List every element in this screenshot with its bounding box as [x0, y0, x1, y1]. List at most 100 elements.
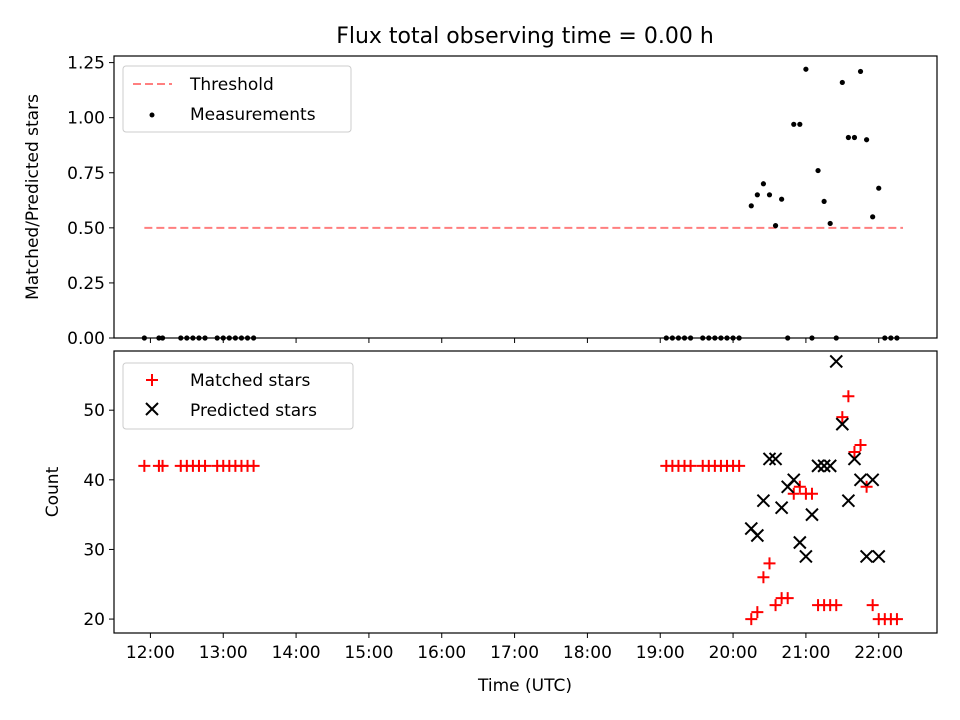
measurement-point — [857, 68, 864, 75]
count-y-tick-label: 50 — [83, 401, 105, 421]
predicted-star-point — [847, 452, 862, 466]
predicted-star-point — [750, 528, 765, 543]
predicted-star-point — [793, 535, 807, 550]
predicted-star-point — [841, 493, 856, 508]
measurement-point — [178, 335, 184, 341]
measurement-point — [214, 335, 220, 341]
ratio-y-axis-label: Matched/Predicted stars — [23, 94, 43, 300]
measurement-point — [184, 335, 190, 341]
x-tick-label: 16:00 — [417, 643, 466, 663]
matched-star-point — [830, 599, 843, 612]
matched-star-point — [751, 606, 764, 619]
measurement-point — [785, 335, 791, 341]
count-y-axis-label: Count — [43, 466, 63, 517]
measurement-point — [833, 335, 839, 341]
count-y-tick-label: 40 — [83, 471, 105, 491]
matched-star-point — [733, 459, 746, 472]
count-legend-box — [122, 362, 354, 430]
measurement-point — [888, 335, 894, 341]
measurement-point — [815, 167, 821, 174]
measurement-point — [760, 181, 767, 187]
matched-star-point — [866, 599, 879, 612]
ratio-legend-box — [122, 65, 352, 133]
ratio-legend: Threshold Measurements — [122, 65, 352, 133]
predicted-star-point — [829, 354, 843, 369]
measurement-point — [190, 335, 196, 341]
measurement-point — [791, 121, 797, 127]
ratio-y-tick-label: 1.00 — [67, 109, 105, 129]
matched-star-point — [138, 459, 151, 472]
x-tick-label: 21:00 — [781, 643, 830, 663]
ratio-panel: 0.00 0.25 0.50 0.75 1.00 1.25 — [67, 54, 938, 349]
ratio-y-tick-label: 0.50 — [67, 219, 105, 239]
matched-star-point — [836, 411, 849, 424]
x-tick-label: 22:00 — [854, 643, 903, 663]
legend-matched-label: Matched stars — [190, 371, 310, 391]
measurement-point — [772, 223, 779, 229]
count-axes-frame — [113, 350, 938, 634]
predicted-star-point — [859, 549, 874, 564]
predicted-star-point — [799, 549, 813, 564]
ratio-y-tick-label: 0.00 — [67, 329, 105, 349]
count-y-tick-label: 30 — [83, 540, 105, 560]
x-tick-label: 20:00 — [709, 643, 758, 663]
measurement-point — [766, 192, 773, 198]
matched-star-point — [684, 459, 697, 472]
legend-predicted-swatch — [145, 402, 159, 416]
measurement-point — [736, 335, 742, 341]
measurement-point — [196, 335, 202, 341]
measurement-point — [663, 335, 669, 341]
measurement-point — [748, 203, 754, 209]
measurement-point — [821, 198, 827, 205]
matched-star-point — [745, 613, 758, 626]
predicted-star-point — [835, 417, 850, 431]
x-tick-label: 12:00 — [126, 643, 175, 663]
predicted-star-point — [805, 507, 819, 522]
matched-star-point — [247, 459, 260, 472]
predicted-star-point — [872, 549, 886, 564]
measurement-point — [232, 335, 238, 341]
predicted-star-point — [823, 459, 837, 473]
measurement-point — [675, 335, 682, 341]
predicted-star-point — [853, 473, 868, 487]
predicted-star-point — [817, 459, 831, 473]
matched-star-point — [763, 557, 776, 570]
x-tick-label: 15:00 — [344, 643, 393, 663]
matched-star-point — [199, 459, 212, 472]
measurement-point — [687, 335, 694, 341]
ratio-y-tick-label: 1.25 — [67, 54, 105, 74]
ratio-y-tick-label: 0.25 — [67, 274, 105, 294]
legend-measurements-swatch — [149, 112, 155, 118]
measurement-point — [882, 335, 888, 341]
measurement-point — [226, 335, 232, 341]
measurement-point — [718, 335, 724, 341]
measurement-point — [827, 220, 833, 227]
matched-star-point — [781, 592, 794, 605]
measurement-point — [809, 335, 815, 341]
matched-star-point — [787, 487, 800, 500]
measurement-point — [238, 335, 245, 341]
x-tick-label: 14:00 — [272, 643, 321, 663]
measurement-point — [159, 335, 166, 341]
measurement-point — [244, 335, 251, 341]
measurement-point — [250, 335, 257, 341]
count-y-tick-label: 20 — [83, 610, 105, 630]
matched-star-point — [793, 480, 806, 493]
measurement-point — [156, 335, 162, 341]
measurement-point — [724, 335, 730, 341]
legend-measurements-label: Measurements — [190, 105, 316, 125]
measurement-point — [870, 214, 876, 220]
measurement-point — [845, 134, 851, 141]
predicted-star-point — [774, 500, 789, 515]
x-tick-label: 18:00 — [563, 643, 612, 663]
predicted-star-point — [865, 473, 880, 487]
measurement-point — [754, 192, 760, 198]
chart-title: Flux total observing time = 0.00 h — [336, 24, 714, 49]
legend-matched-swatch — [146, 374, 158, 386]
matched-star-point — [156, 459, 169, 472]
count-panel: 20 30 40 50 12:00 13:00 14:00 15:00 16:00 17:00 18… — [83, 350, 938, 663]
measurement-point — [797, 121, 803, 127]
measurement-point — [141, 335, 147, 341]
measurement-point — [700, 335, 706, 341]
measurement-point — [712, 335, 718, 341]
